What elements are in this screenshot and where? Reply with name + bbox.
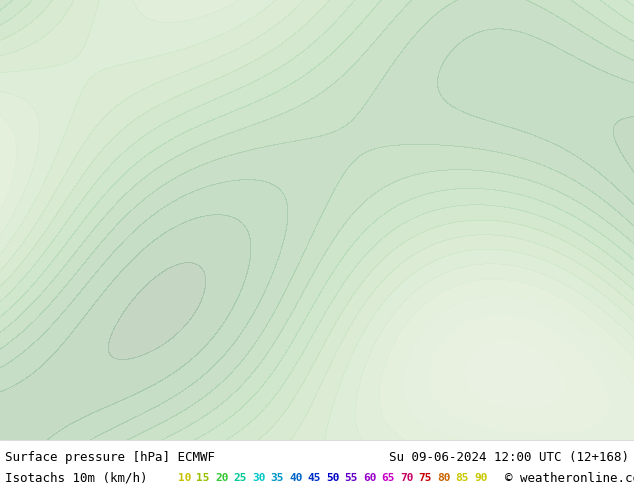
Text: 25: 25 xyxy=(233,473,247,483)
Text: 80: 80 xyxy=(437,473,451,483)
Text: 55: 55 xyxy=(344,473,358,483)
Text: 60: 60 xyxy=(363,473,377,483)
Text: 10: 10 xyxy=(178,473,191,483)
Text: 90: 90 xyxy=(474,473,488,483)
Text: Surface pressure [hPa] ECMWF: Surface pressure [hPa] ECMWF xyxy=(5,450,215,464)
Text: 50: 50 xyxy=(326,473,339,483)
Text: 15: 15 xyxy=(197,473,210,483)
Text: 30: 30 xyxy=(252,473,266,483)
Text: 75: 75 xyxy=(418,473,432,483)
Text: 20: 20 xyxy=(215,473,228,483)
Text: © weatheronline.co.uk: © weatheronline.co.uk xyxy=(505,471,634,485)
Text: 35: 35 xyxy=(271,473,284,483)
Text: 40: 40 xyxy=(289,473,302,483)
Text: 65: 65 xyxy=(382,473,395,483)
Text: 70: 70 xyxy=(400,473,413,483)
Text: 85: 85 xyxy=(455,473,469,483)
Text: 45: 45 xyxy=(307,473,321,483)
Text: Isotachs 10m (km/h): Isotachs 10m (km/h) xyxy=(5,471,148,485)
Text: Su 09-06-2024 12:00 UTC (12+168): Su 09-06-2024 12:00 UTC (12+168) xyxy=(389,450,629,464)
